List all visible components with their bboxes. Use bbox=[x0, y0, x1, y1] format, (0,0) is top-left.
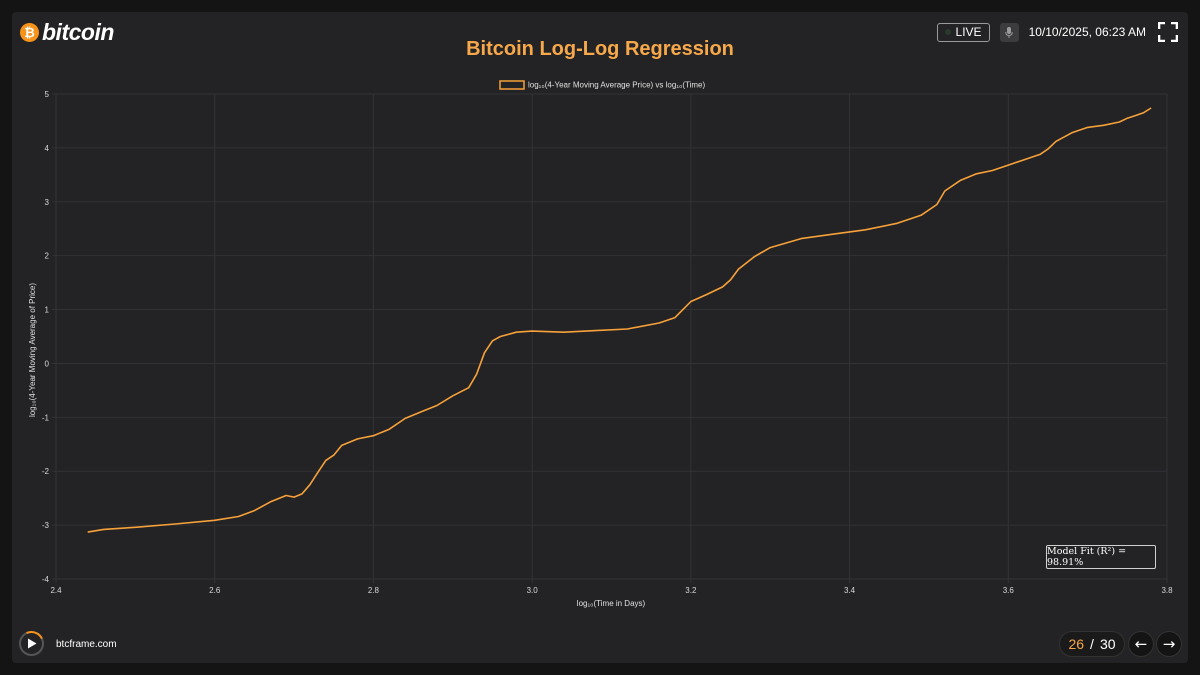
top-right-controls: LIVE 10/10/2025, 06:23 AM bbox=[936, 21, 1179, 43]
legend-label: log₁₀(4-Year Moving Average Price) vs lo… bbox=[528, 81, 705, 90]
grid bbox=[52, 93, 1168, 583]
legend: log₁₀(4-Year Moving Average Price) vs lo… bbox=[499, 80, 705, 90]
y-tick-label: 5 bbox=[45, 90, 50, 99]
logo-text: bitcoin bbox=[42, 19, 114, 45]
y-tick-label: 2 bbox=[45, 252, 50, 261]
x-tick-label: 3.4 bbox=[844, 586, 856, 595]
x-tick-label: 2.8 bbox=[368, 586, 380, 595]
y-tick-label: 4 bbox=[45, 144, 50, 153]
x-tick-label: 2.6 bbox=[209, 586, 221, 595]
page-title: Bitcoin Log-Log Regression bbox=[466, 38, 734, 60]
chart: 2.4 2.6 2.8 3.0 3.2 3.4 3.6 3.8 -4-3-2-1012345 … bbox=[28, 80, 1173, 608]
y-axis-label: log₁₀(4-Year Moving Average of Price) bbox=[28, 283, 37, 417]
mic-button[interactable] bbox=[999, 22, 1019, 42]
app-frame: ₿ bitcoin Bitcoin Log-Log Regression LIV… bbox=[12, 12, 1188, 663]
y-tick-label: -1 bbox=[42, 413, 50, 422]
page-current: 26 bbox=[1068, 636, 1085, 652]
y-tick-label: 0 bbox=[45, 359, 50, 368]
x-tick-label: 3.6 bbox=[1003, 586, 1015, 595]
x-tick-label: 3.2 bbox=[685, 586, 697, 595]
series-line bbox=[87, 107, 1152, 533]
y-tick-label: 1 bbox=[45, 306, 50, 315]
play-button[interactable] bbox=[15, 627, 48, 660]
x-axis: 2.4 2.6 2.8 3.0 3.2 3.4 3.6 3.8 bbox=[50, 586, 1173, 595]
model-fit-annotation: Model Fit (R²) = 98.91% bbox=[1046, 545, 1156, 569]
x-tick-label: 2.4 bbox=[50, 586, 62, 595]
site-link[interactable]: btcframe.com bbox=[56, 639, 117, 650]
arrow-right-icon: → bbox=[1162, 635, 1176, 653]
y-tick-label: -4 bbox=[42, 575, 50, 584]
prev-button[interactable]: ← bbox=[1128, 631, 1154, 657]
bitcoin-coin-icon: ₿ bbox=[20, 23, 39, 42]
arrow-left-icon: ← bbox=[1134, 635, 1148, 653]
live-button[interactable]: LIVE bbox=[936, 22, 990, 42]
next-button[interactable]: → bbox=[1156, 631, 1182, 657]
x-axis-label: log₁₀(Time in Days) bbox=[577, 599, 646, 608]
legend-swatch bbox=[499, 80, 525, 90]
mic-icon bbox=[1005, 26, 1013, 38]
y-tick-label: -2 bbox=[42, 467, 50, 476]
bitcoin-logo: ₿ bitcoin bbox=[20, 19, 114, 46]
x-tick-label: 3.8 bbox=[1161, 586, 1173, 595]
fullscreen-icon bbox=[1157, 21, 1179, 43]
live-label: LIVE bbox=[955, 25, 982, 39]
fullscreen-button[interactable] bbox=[1157, 21, 1179, 43]
page-separator: / bbox=[1090, 636, 1094, 652]
page-counter: 26 / 30 bbox=[1059, 631, 1125, 657]
x-tick-label: 3.0 bbox=[527, 586, 539, 595]
y-tick-label: -3 bbox=[42, 521, 50, 530]
datetime-display: 10/10/2025, 06:23 AM bbox=[1028, 25, 1146, 39]
play-icon bbox=[27, 638, 36, 649]
y-axis: -4 -3 -2 -1 0 1 2 3 4 5 bbox=[42, 90, 50, 584]
progress-ring bbox=[15, 627, 48, 660]
live-indicator-icon bbox=[944, 29, 951, 35]
y-tick-label: 3 bbox=[45, 198, 50, 207]
page-total: 30 bbox=[1099, 636, 1116, 652]
